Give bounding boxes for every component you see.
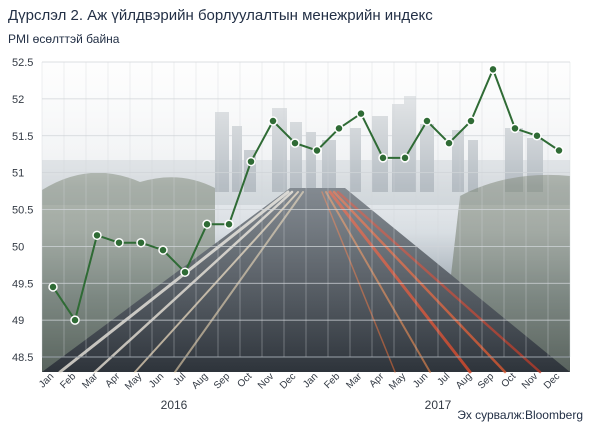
year-label: 2016 xyxy=(161,398,188,412)
y-tick-label: 51 xyxy=(12,168,24,180)
x-tick-label: Feb xyxy=(322,371,342,391)
y-axis: 48.5 49 49.5 50 50.5 51 51.5 52 52.5 xyxy=(12,57,33,364)
x-tick-label: Aug xyxy=(454,371,474,391)
y-tick-label: 52.5 xyxy=(12,57,33,69)
data-point xyxy=(400,153,410,163)
x-tick-label: Jun xyxy=(147,371,166,390)
y-tick-label: 49 xyxy=(12,315,24,327)
y-tick-label: 48.5 xyxy=(12,352,33,364)
data-point xyxy=(312,145,322,156)
x-tick-label: Sep xyxy=(212,371,233,392)
data-point xyxy=(136,237,146,248)
x-tick-label: Jan xyxy=(301,371,320,390)
x-tick-label: Mar xyxy=(80,371,100,391)
x-tick-label: Jan xyxy=(37,371,56,390)
x-tick-label: Dec xyxy=(542,371,562,391)
data-point xyxy=(268,116,278,126)
data-point xyxy=(92,230,102,241)
x-tick-label: May xyxy=(387,371,408,392)
x-tick-label: Jul xyxy=(171,371,188,388)
y-tick-label: 50.5 xyxy=(12,205,33,217)
x-tick-label: Oct xyxy=(500,371,519,390)
y-tick-label: 52 xyxy=(12,94,24,106)
data-point xyxy=(488,64,498,75)
year-labels: 2016 2017 xyxy=(161,398,452,412)
y-tick-label: 49.5 xyxy=(12,278,33,290)
x-tick-label: Apr xyxy=(368,371,387,390)
x-tick-label: Sep xyxy=(476,371,497,392)
data-point xyxy=(554,145,564,156)
data-point xyxy=(290,138,300,148)
year-label: 2017 xyxy=(425,398,452,412)
x-tick-label: Dec xyxy=(278,371,298,391)
y-tick-label: 51.5 xyxy=(12,131,33,143)
data-point xyxy=(466,116,476,126)
data-point xyxy=(202,219,212,229)
x-tick-label: Jun xyxy=(411,371,430,390)
data-point xyxy=(114,237,124,248)
data-point xyxy=(532,131,542,141)
data-point xyxy=(48,282,58,292)
x-axis: Jan Feb Mar Apr May Jun Jul Aug Sep Oct Nov Dec Jan F… xyxy=(37,371,562,393)
data-point xyxy=(422,116,432,126)
data-point xyxy=(224,219,234,229)
data-point xyxy=(356,108,366,119)
x-tick-label: Feb xyxy=(58,371,78,391)
data-point xyxy=(510,123,520,134)
source-note: Эх сурвалж:Bloomberg xyxy=(457,408,583,422)
data-point xyxy=(158,245,168,255)
x-tick-label: May xyxy=(123,371,144,392)
data-point xyxy=(378,153,388,163)
chart-title: Дүрслэл 2. Аж үйлдвэрийн борлуулалтын ме… xyxy=(8,7,433,24)
x-tick-label: Aug xyxy=(190,371,210,391)
chart-subtitle: PMI өсөлттэй байна xyxy=(8,32,120,46)
y-tick-label: 50 xyxy=(12,241,24,253)
data-point xyxy=(334,123,344,134)
data-point xyxy=(180,267,190,277)
x-tick-label: Jul xyxy=(435,371,452,388)
data-point xyxy=(444,138,454,148)
x-tick-label: Nov xyxy=(256,371,276,391)
x-tick-label: Apr xyxy=(104,371,123,390)
x-tick-label: Mar xyxy=(344,371,364,391)
x-tick-label: Oct xyxy=(236,371,255,390)
series-group xyxy=(48,64,564,325)
data-point xyxy=(70,315,80,325)
x-tick-label: Nov xyxy=(520,371,540,391)
grid-lines xyxy=(41,61,571,358)
data-point xyxy=(246,156,256,167)
